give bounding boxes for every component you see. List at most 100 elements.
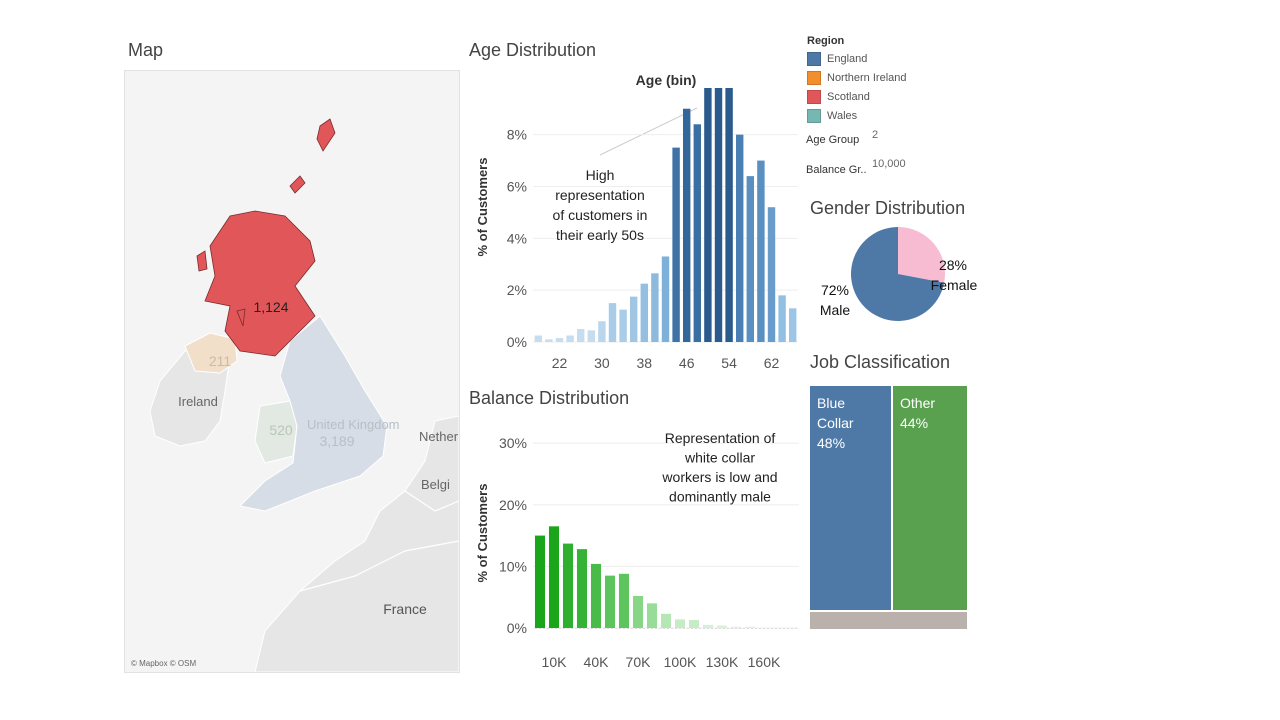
age-bar[interactable]: [725, 88, 733, 342]
age-annotation-line: their early 50s: [556, 227, 644, 243]
balance-bar[interactable]: [632, 595, 644, 628]
age-bar[interactable]: [640, 283, 649, 342]
legend-item[interactable]: Scotland: [807, 90, 987, 104]
pie-slice-female[interactable]: [898, 227, 945, 283]
balance-bar[interactable]: [660, 613, 672, 628]
legend-item[interactable]: England: [807, 52, 987, 66]
age-xtick-label: 46: [679, 355, 695, 371]
balance-bars: [534, 526, 798, 628]
map-attribution: © Mapbox © OSM: [131, 659, 196, 668]
age-bar[interactable]: [661, 256, 670, 342]
treemap-blue-collar-pct: 48%: [817, 435, 845, 451]
map-northern-ireland: [184, 332, 238, 374]
age-bar[interactable]: [693, 124, 702, 343]
age-bar[interactable]: [608, 303, 617, 342]
balance-bar[interactable]: [534, 535, 546, 628]
map-scotland-islands: [196, 118, 336, 327]
balance-bar[interactable]: [688, 619, 700, 628]
balance-bar[interactable]: [730, 626, 742, 628]
age-bar[interactable]: [598, 321, 606, 342]
legend-swatch: [807, 71, 821, 85]
balance-bar[interactable]: [772, 627, 784, 628]
age-annotation-line: of customers in: [553, 207, 648, 223]
legend-label: Wales: [827, 110, 858, 122]
legend-item[interactable]: Northern Ireland: [807, 71, 987, 85]
balance-bar[interactable]: [548, 526, 560, 628]
treemap-blue-collar-line1: Blue: [817, 395, 845, 411]
balance-bar[interactable]: [562, 543, 574, 628]
age-chart-title: Age (bin): [636, 72, 697, 88]
pie-label-male-pct: 72%: [821, 282, 849, 298]
treemap-other-pct: 44%: [900, 415, 928, 431]
treemap-other[interactable]: [893, 386, 967, 610]
age-bar[interactable]: [735, 134, 744, 342]
age-bar[interactable]: [651, 273, 659, 342]
legend-label: England: [827, 53, 868, 65]
map-label-uk: United Kingdom: [307, 417, 400, 432]
map-label-belgium: Belgi: [421, 477, 450, 492]
age-bar[interactable]: [566, 335, 574, 342]
legend-item[interactable]: Wales: [807, 109, 987, 123]
age-annotation-line: representation: [555, 187, 645, 203]
balance-annotation: Representation of white collar workers is …: [661, 430, 777, 505]
map-label-northern-ireland: 211: [209, 353, 232, 369]
legend-swatch: [807, 52, 821, 66]
balance-bar[interactable]: [576, 549, 588, 628]
age-bar[interactable]: [619, 309, 627, 342]
map-label-france: France: [383, 601, 427, 617]
map-title: Map: [128, 40, 164, 60]
age-group-filter-value[interactable]: 2: [872, 129, 879, 141]
age-annotation-line: [599, 107, 698, 156]
pie-slice-male[interactable]: [851, 227, 945, 321]
legend-label: Scotland: [827, 91, 870, 103]
age-bar[interactable]: [682, 108, 691, 342]
age-bar[interactable]: [587, 330, 596, 342]
treemap-blue-collar[interactable]: [810, 386, 891, 610]
balance-bar[interactable]: [646, 603, 658, 628]
map-label-england: 3,189: [319, 433, 354, 449]
age-bar[interactable]: [767, 207, 776, 342]
pie-label-female: Female: [931, 277, 978, 293]
balance-histogram: % of Customers 0% 10% 20% 30% 10K 40K 70K 100K…: [475, 430, 799, 670]
age-bar[interactable]: [788, 308, 797, 342]
balance-ytick-label: 30%: [499, 435, 527, 451]
balance-bar[interactable]: [716, 625, 728, 628]
age-bar[interactable]: [746, 176, 755, 342]
age-bar[interactable]: [545, 339, 553, 342]
age-bar[interactable]: [629, 296, 638, 342]
balance-ytick-label: 10%: [499, 558, 527, 574]
balance-bar[interactable]: [702, 624, 714, 628]
balance-bar[interactable]: [604, 575, 616, 628]
balance-bar[interactable]: [744, 626, 756, 628]
balance-annotation-line: white collar: [684, 450, 755, 466]
age-bar[interactable]: [714, 88, 723, 342]
balance-bar[interactable]: [758, 627, 770, 628]
age-bar[interactable]: [778, 295, 786, 342]
age-ytick-label: 4%: [507, 230, 527, 246]
balance-bar[interactable]: [674, 619, 686, 628]
balance-bar[interactable]: [618, 573, 630, 628]
age-annotation: High representation of customers in their e…: [553, 167, 648, 243]
balance-annotation-line: workers is low and: [661, 469, 777, 485]
map-scotland: [204, 210, 316, 357]
balance-xtick-label: 130K: [706, 654, 739, 670]
legend-swatch: [807, 90, 821, 104]
age-bar[interactable]: [576, 329, 585, 342]
age-annotation-line: High: [586, 167, 615, 183]
balance-group-filter-value[interactable]: 10,000: [872, 158, 906, 170]
age-ytick-label: 6%: [507, 178, 527, 194]
job-treemap: Blue Collar 48% Other 44%: [810, 386, 967, 629]
age-bar[interactable]: [757, 160, 765, 342]
age-bar[interactable]: [672, 147, 680, 342]
balance-bar[interactable]: [786, 627, 798, 628]
region-map[interactable]: 1,124 211 Ireland 520 United Kingdom 3,1…: [124, 70, 460, 673]
balance-bar[interactable]: [590, 563, 602, 628]
age-bar[interactable]: [555, 338, 564, 342]
age-group-filter-label: Age Group: [806, 134, 860, 146]
legend-label: Northern Ireland: [827, 72, 907, 84]
age-bar[interactable]: [704, 88, 712, 342]
treemap-remainder[interactable]: [810, 612, 967, 629]
balance-group-filter-label: Balance Gr..: [806, 164, 867, 176]
age-bar[interactable]: [534, 335, 543, 342]
age-ytick-label: 8%: [507, 127, 527, 143]
